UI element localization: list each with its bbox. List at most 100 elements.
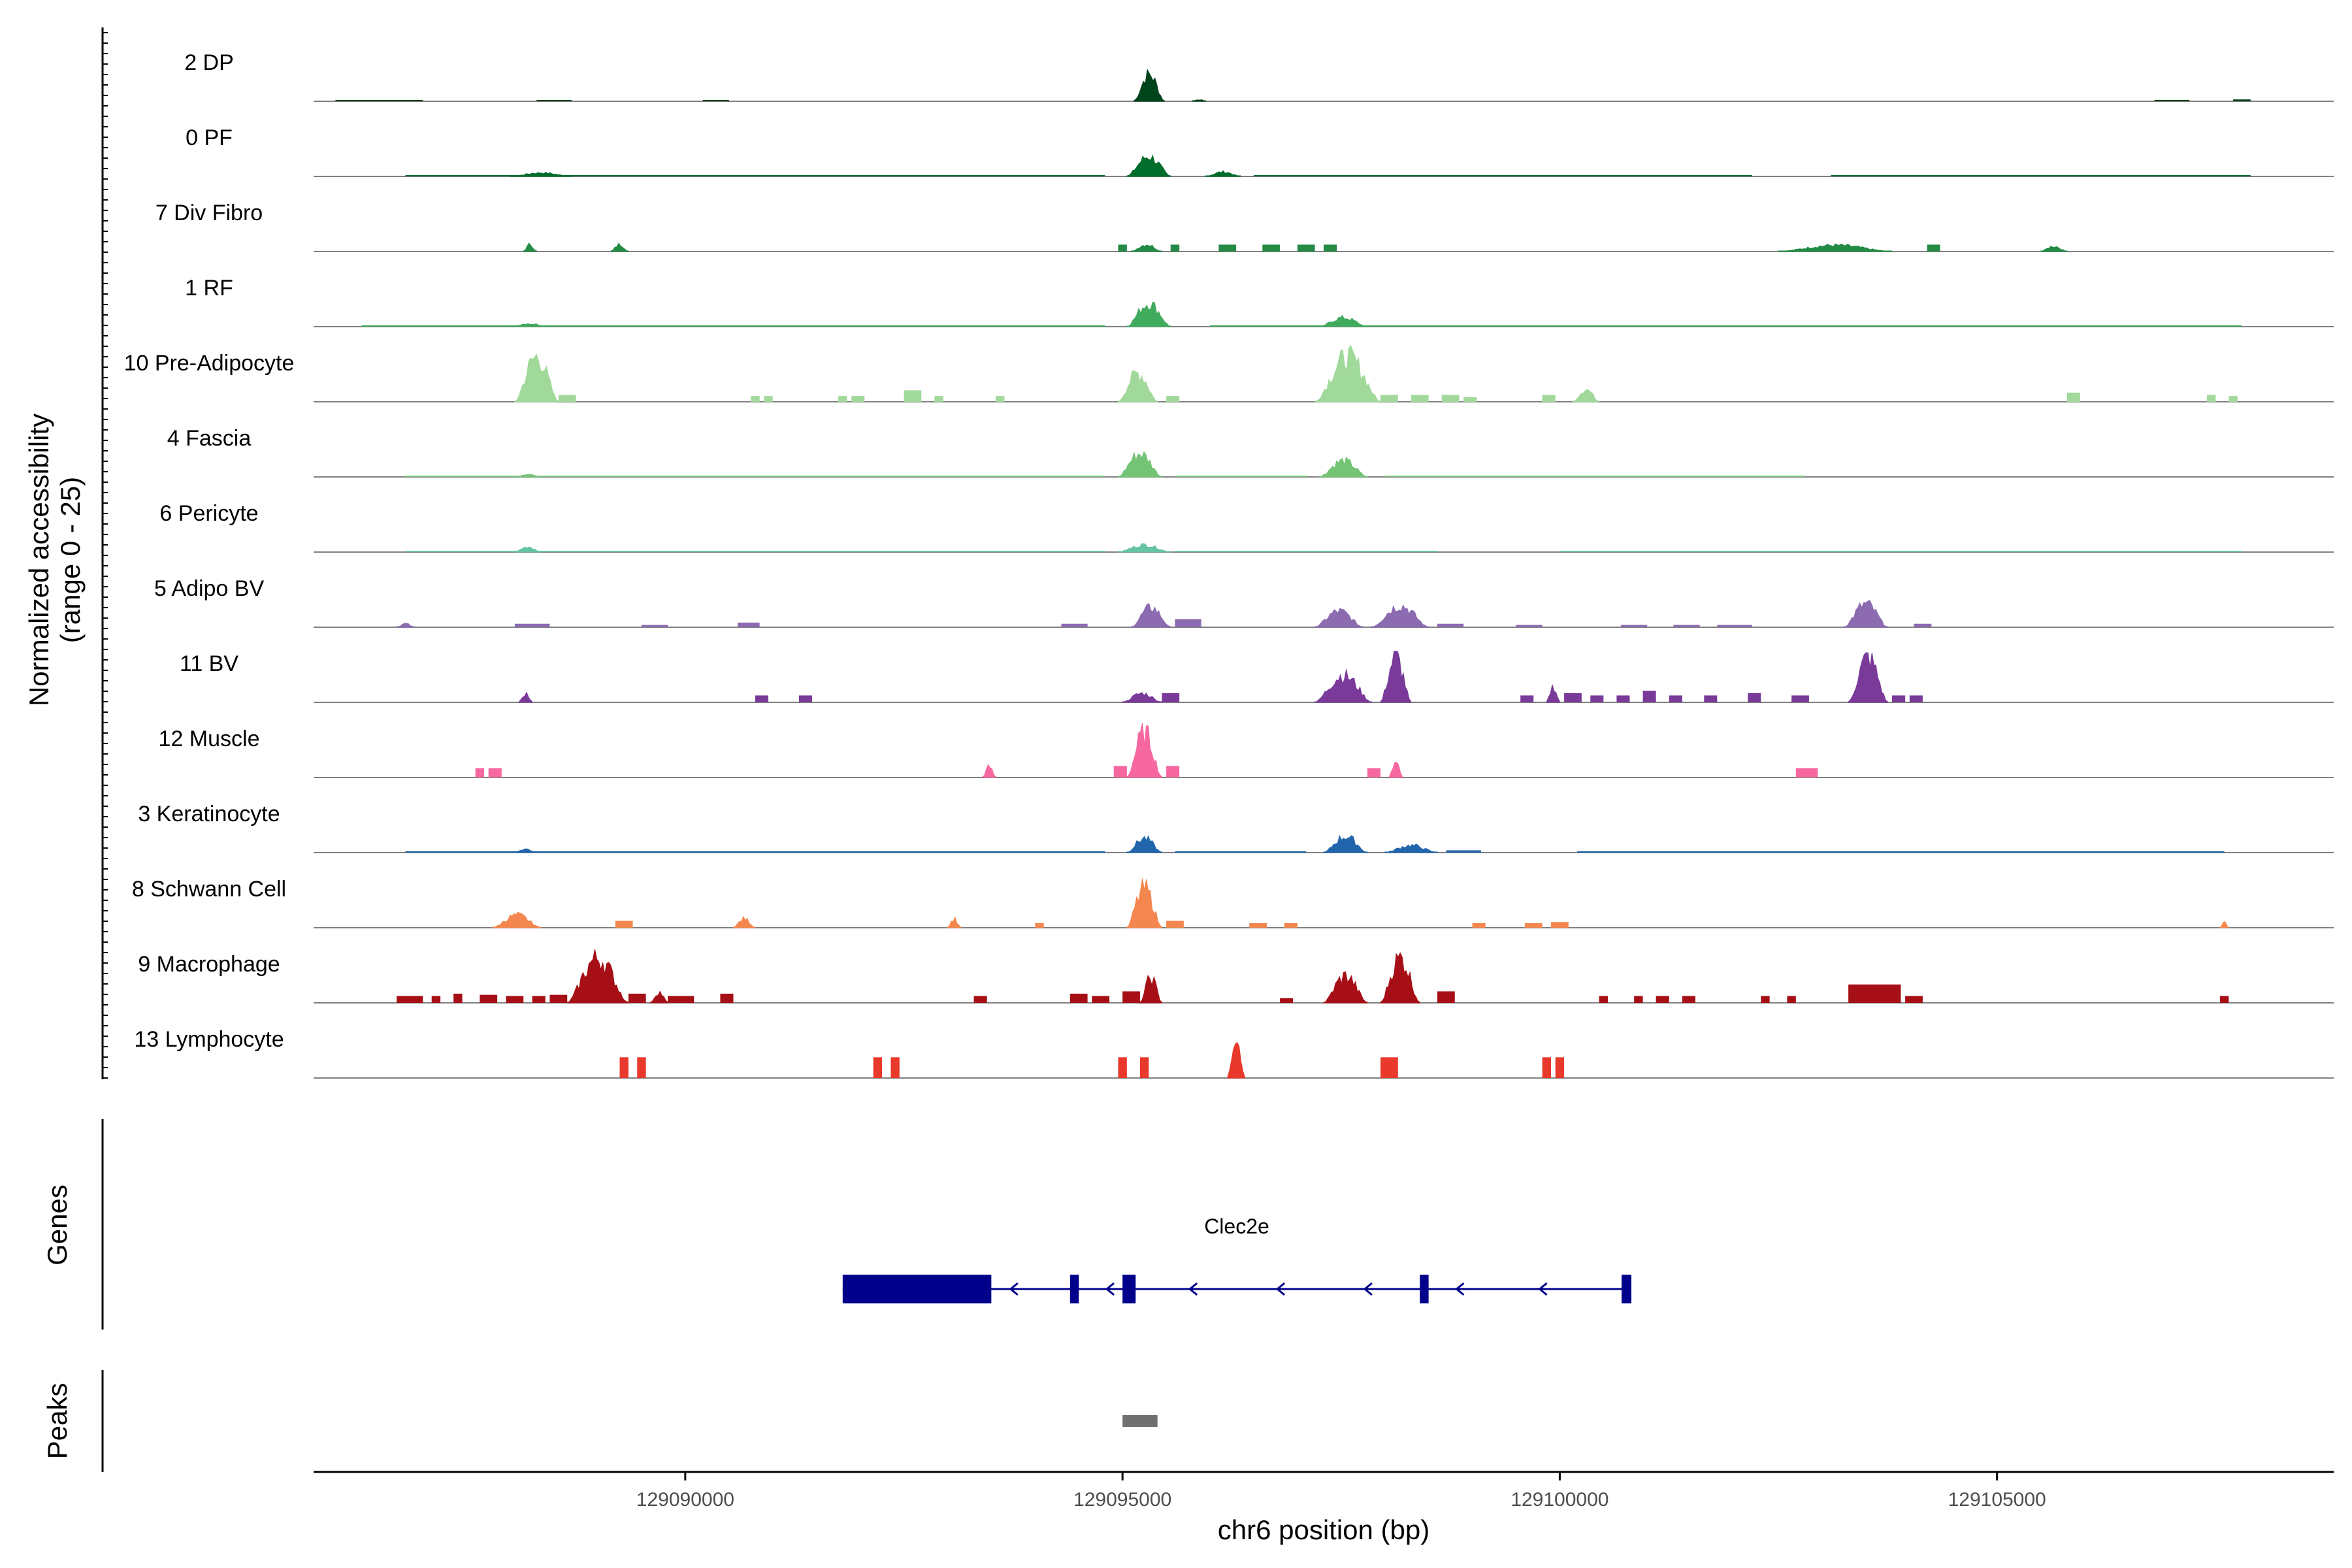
track-label: 7 Div Fibro <box>155 201 263 225</box>
coverage-bin <box>1218 244 1237 252</box>
coverage-bin <box>1642 691 1656 702</box>
gene-exon <box>1070 1275 1079 1303</box>
coverage-bin <box>397 996 423 1003</box>
coverage-peak <box>1318 314 1368 327</box>
coverage-bin <box>615 921 633 928</box>
track-label: 6 Pericyte <box>159 501 258 526</box>
track-10: 3 Keratinocyte <box>138 802 2334 853</box>
coverage-peak <box>1388 762 1403 778</box>
coverage-peak <box>1778 243 1893 252</box>
coverage-bin <box>1892 695 1906 702</box>
track-label: 0 PF <box>186 125 233 150</box>
coverage-bin <box>1682 996 1695 1003</box>
coverage-peak <box>514 353 559 402</box>
coverage-bin <box>506 996 524 1003</box>
coverage-bin <box>1914 623 1932 627</box>
coverage-bin <box>1791 695 1809 702</box>
coverage-bin <box>1035 923 1044 928</box>
coverage-bin <box>1380 395 1398 402</box>
track-6: 6 Pericyte <box>159 501 2334 553</box>
strand-arrow <box>1188 1282 1198 1296</box>
coverage-peak <box>947 916 962 928</box>
coverage-bin <box>335 100 423 101</box>
gene-exon <box>842 1275 992 1303</box>
coverage-bin <box>720 993 734 1003</box>
track-label: 3 Keratinocyte <box>138 802 280 826</box>
track-label: 4 Fascia <box>167 426 252 451</box>
strand-arrow <box>1455 1282 1465 1296</box>
track-0: 2 DP <box>184 50 2334 102</box>
coverage-bin <box>798 695 812 702</box>
coverage-peak <box>1126 301 1171 327</box>
coverage-bin <box>1061 623 1088 627</box>
coverage-bin <box>838 396 847 402</box>
coverage-bin <box>2206 395 2216 402</box>
coverage-bin <box>536 100 572 101</box>
strand-arrow <box>1363 1282 1373 1296</box>
coverage-bin <box>1175 476 1307 477</box>
coverage-bin <box>453 993 463 1003</box>
coverage-peak <box>514 848 537 853</box>
coverage-bin <box>1411 395 1429 402</box>
coverage-peak <box>982 764 996 778</box>
coverage-peak <box>510 323 550 327</box>
coverage-peak <box>1227 1041 1246 1079</box>
coverage-bin <box>1070 993 1088 1003</box>
coverage-bin <box>1555 1057 1565 1078</box>
coverage-bin <box>405 175 1105 176</box>
coverage-bin <box>1564 693 1582 702</box>
coverage-bin <box>1113 766 1127 777</box>
coverage-bin <box>890 1057 900 1078</box>
coverage-bin <box>1748 693 1761 702</box>
coverage-bin <box>2066 392 2080 402</box>
coverage-peak <box>649 990 668 1004</box>
track-2: 7 Div Fibro <box>155 201 2334 252</box>
coverage-peak <box>2219 921 2229 928</box>
coverage-peak <box>1323 971 1368 1004</box>
track-label: 9 Macrophage <box>138 952 280 977</box>
coverage-peak <box>1131 244 1162 252</box>
coverage-bin <box>1170 244 1180 252</box>
coverage-bin <box>996 396 1005 402</box>
track-5: 4 Fascia <box>167 426 2334 478</box>
coverage-bin <box>431 996 441 1003</box>
coverage-peak <box>396 623 415 628</box>
coverage-peak <box>2040 246 2068 252</box>
coverage-bin <box>1280 998 1294 1003</box>
track-label: 11 BV <box>180 651 238 676</box>
coverage-peak <box>510 171 572 177</box>
coverage-bin <box>1761 996 1770 1003</box>
coverage-peak <box>1371 604 1429 628</box>
strand-arrow <box>1275 1282 1286 1296</box>
coverage-bin <box>2154 99 2190 101</box>
coverage-bin <box>764 396 773 402</box>
coverage-bin <box>1551 922 1569 928</box>
coverage-bin <box>1092 996 1110 1003</box>
peak-regions <box>1122 1415 1158 1427</box>
coverage-bin <box>361 325 1105 327</box>
coverage-bin <box>558 395 576 402</box>
coverage-peak <box>1546 684 1560 703</box>
coverage-bin <box>1787 996 1796 1003</box>
coverage-bin <box>1118 1057 1127 1078</box>
coverage-bin <box>1122 991 1140 1003</box>
coverage-bin <box>1472 923 1486 928</box>
coverage-bin <box>934 396 943 402</box>
track-12: 9 Macrophage <box>138 949 2334 1004</box>
strand-arrow <box>1105 1282 1115 1296</box>
coverage-peak <box>519 691 533 703</box>
coverage-bin <box>641 625 668 627</box>
coverage-bin <box>1848 984 1901 1003</box>
coverage-bin <box>1577 851 2225 853</box>
coverage-peak <box>1122 692 1162 703</box>
coverage-bin <box>1905 996 1923 1003</box>
coverage-bin <box>1166 396 1180 402</box>
coverage-peak <box>1315 608 1364 628</box>
track-4: 10 Pre-Adipocyte <box>124 344 2334 402</box>
coverage-bin <box>1380 1057 1398 1078</box>
coverage-bin <box>405 551 1105 552</box>
strand-arrow <box>1538 1282 1548 1296</box>
coverage-bin <box>2229 396 2238 402</box>
coverage-bin <box>1162 693 1180 702</box>
